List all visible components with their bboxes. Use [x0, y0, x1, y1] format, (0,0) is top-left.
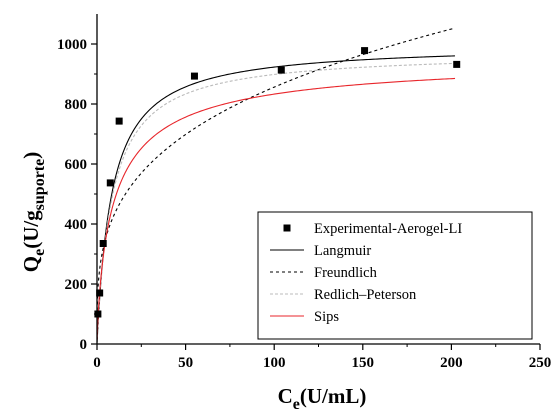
plot-marks [94, 27, 461, 343]
data-point [190, 72, 198, 80]
x-tick-label: 50 [178, 355, 193, 371]
axes: 0 50 100 150 200 250 0 200 400 600 800 1000 [57, 14, 551, 371]
x-axis-title: Ce(U/mL) [278, 384, 367, 413]
legend-label: Langmuir [314, 243, 371, 259]
y-tick-label: 1000 [57, 37, 87, 53]
curve-langmuir [96, 55, 456, 343]
data-point [361, 47, 369, 55]
data-point [106, 179, 114, 187]
x-tick-label: 200 [440, 355, 463, 371]
curve-freundlich [96, 27, 456, 317]
x-tick-label: 0 [93, 355, 101, 371]
legend-item: Langmuir [270, 243, 371, 259]
curve-sips [96, 77, 456, 340]
legend-box [257, 211, 533, 340]
data-point [96, 289, 104, 297]
legend-item: Redlich–Peterson [270, 287, 417, 303]
data-point [277, 66, 285, 74]
y-tick-label: 0 [80, 337, 88, 353]
legend-item: Experimental-Aerogel-LI [283, 221, 462, 237]
y-tick-label: 800 [65, 97, 88, 113]
y-axis-title: Qe(U/gsuporte) [19, 152, 48, 273]
data-point [453, 60, 461, 68]
legend: Experimental-Aerogel-LI Langmuir Freundlic… [257, 211, 533, 340]
data-point [99, 240, 107, 247]
x-tick-label: 150 [352, 355, 375, 371]
legend-marker-square [283, 224, 291, 232]
x-tick-label: 100 [263, 355, 286, 371]
y-tick-label: 600 [65, 157, 88, 173]
legend-label: Freundlich [314, 265, 378, 281]
legend-item: Freundlich [270, 265, 378, 281]
legend-label: Sips [314, 309, 339, 325]
legend-item: Sips [270, 309, 339, 325]
legend-label: Experimental-Aerogel-LI [314, 221, 462, 237]
legend-label: Redlich–Peterson [314, 287, 417, 303]
y-tick-label: 400 [65, 217, 88, 233]
data-point [94, 310, 102, 318]
y-tick-label: 200 [65, 277, 88, 293]
data-point [115, 117, 123, 125]
x-tick-label: 250 [529, 355, 552, 371]
